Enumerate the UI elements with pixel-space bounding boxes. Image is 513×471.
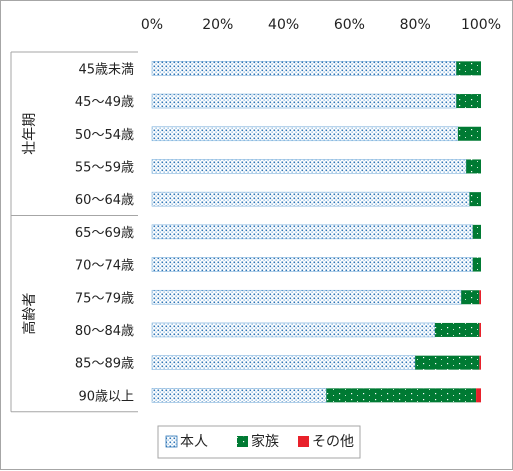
category-label: 65～69歳 bbox=[75, 226, 134, 241]
category-label: 80～84歳 bbox=[75, 324, 134, 339]
category-label: 55～59歳 bbox=[75, 160, 134, 175]
bar-segment-honnin bbox=[151, 257, 474, 272]
category-label: 85～89歳 bbox=[75, 357, 134, 372]
x-tick-label: 0% bbox=[141, 17, 163, 33]
category-label: 70～74歳 bbox=[75, 259, 134, 274]
group-label: 高齢者 bbox=[21, 293, 38, 335]
group-label: 壮年期 bbox=[22, 113, 38, 155]
x-tick-label: 80% bbox=[400, 17, 431, 33]
bar-segment-honnin bbox=[151, 355, 416, 370]
bar-segment-honnin bbox=[151, 61, 457, 76]
legend-swatch-honnin bbox=[165, 435, 178, 448]
bar-segment-kazoku bbox=[456, 94, 481, 109]
legend-box bbox=[157, 425, 361, 459]
bar-segment-kazoku bbox=[472, 224, 481, 239]
bar-segment-kazoku bbox=[469, 192, 481, 207]
legend-swatch-kazoku bbox=[237, 436, 248, 447]
bar-segment-sonota bbox=[479, 290, 481, 305]
category-label: 45～49歳 bbox=[75, 95, 134, 110]
bar-segment-kazoku bbox=[415, 355, 480, 370]
bar-segment-kazoku bbox=[461, 290, 480, 305]
x-tick-label: 100% bbox=[461, 17, 501, 33]
bar-segment-sonota bbox=[476, 388, 481, 403]
bar-segment-kazoku bbox=[457, 126, 481, 141]
category-label: 75～79歳 bbox=[75, 291, 134, 306]
bar-segment-honnin bbox=[151, 322, 436, 338]
bar-segment-kazoku bbox=[456, 61, 481, 76]
bar-segment-honnin bbox=[151, 191, 470, 207]
bar-segment-honnin bbox=[151, 289, 462, 305]
bar-segment-honnin bbox=[151, 159, 467, 174]
legend-label-sonota: その他 bbox=[312, 434, 354, 450]
legend-label-honnin: 本人 bbox=[180, 434, 208, 450]
bar-segment-honnin bbox=[151, 388, 327, 403]
legend-swatch-sonota bbox=[298, 436, 309, 447]
category-label: 60～64歳 bbox=[75, 193, 134, 208]
category-label: 90歳以上 bbox=[78, 389, 134, 404]
category-label: 45歳未満 bbox=[78, 62, 134, 77]
bar-segment-honnin bbox=[151, 93, 457, 109]
bar-segment-kazoku bbox=[466, 159, 481, 174]
category-label: 50～54歳 bbox=[75, 128, 134, 143]
bar-segment-sonota bbox=[479, 322, 481, 337]
x-tick-label: 40% bbox=[268, 17, 299, 33]
x-tick-label: 60% bbox=[334, 17, 365, 33]
bar-segment-kazoku bbox=[472, 257, 481, 272]
bar-segment-kazoku bbox=[326, 388, 477, 403]
legend-label-kazoku: 家族 bbox=[251, 433, 279, 450]
bar-segment-sonota bbox=[479, 355, 481, 370]
x-tick-label: 20% bbox=[202, 17, 233, 33]
bar-segment-kazoku bbox=[434, 322, 480, 337]
bar-segment-honnin bbox=[151, 126, 459, 142]
bar-segment-honnin bbox=[151, 224, 474, 240]
